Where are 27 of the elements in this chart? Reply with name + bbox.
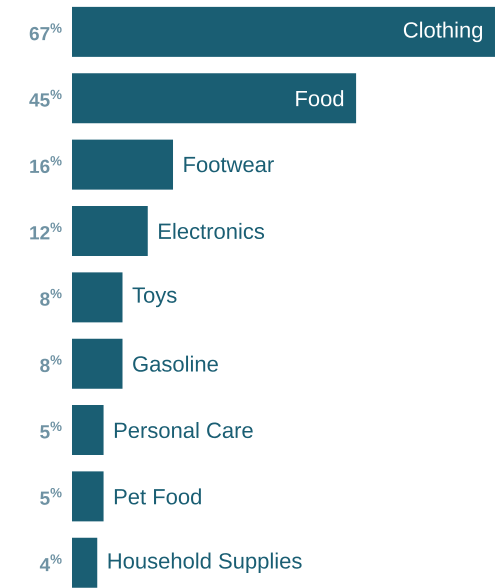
bar [72, 538, 98, 588]
bar [72, 73, 356, 124]
bar [72, 140, 174, 190]
data-label: 8$^{%}$ [40, 288, 62, 306]
y-tick-label: Footwear [184, 156, 274, 172]
data-label: 8$^{%}$ [40, 355, 62, 372]
bar [72, 6, 495, 57]
data-label: 5$^{%}$ [40, 488, 62, 505]
bar [72, 405, 104, 456]
y-tick-label: Clothing [404, 22, 482, 42]
data-label: 45$^{%}$ [29, 90, 62, 107]
data-label: 16$^{%}$ [30, 156, 62, 174]
data-label: 4$^{%}$ [40, 554, 62, 572]
data-label: 67$^{%}$ [30, 23, 62, 40]
bar [72, 272, 123, 322]
data-label: 12$^{%}$ [30, 222, 62, 240]
bar [72, 206, 148, 256]
y-tick-label: Gasoline [133, 356, 218, 372]
y-tick-label: Household Supplies [108, 552, 302, 574]
y-tick-label: Personal Care [114, 422, 253, 438]
data-label: 5$^{%}$ [40, 422, 62, 439]
y-tick-label: Electronics [159, 222, 264, 240]
y-tick-label: Food [296, 90, 344, 106]
y-tick-label: Toys [132, 287, 176, 308]
bar [72, 471, 104, 522]
y-tick-label: Pet Food [114, 488, 201, 505]
bar [72, 338, 123, 389]
